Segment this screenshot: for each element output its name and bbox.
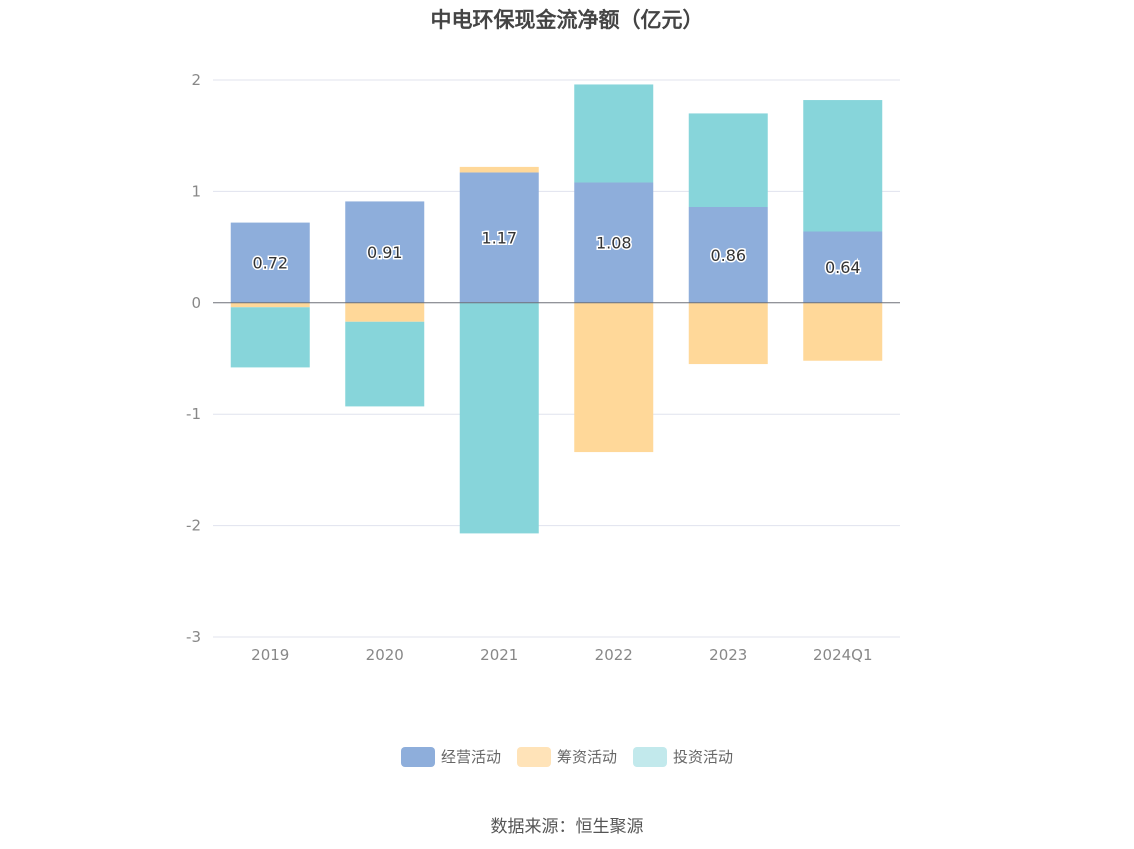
bar-operating: [803, 231, 883, 303]
bar-investing: [688, 113, 768, 207]
chart-title: 中电环保现金流净额（亿元）: [430, 8, 704, 32]
bar-operating: [230, 222, 310, 303]
x-tick-label: 2020: [366, 646, 404, 664]
bar-data-label: 1.17: [481, 229, 517, 248]
legend-item-investing[interactable]: 投资活动: [633, 746, 733, 767]
legend-item-operating[interactable]: 经营活动: [400, 746, 501, 767]
legend-label-financing: 筹资活动: [556, 748, 617, 766]
axis-layer: 2 1 0 -1 -2 -3 2019 2020 2021 2022 2023 2024Q1: [186, 71, 900, 664]
legend-swatch-operating: [400, 746, 435, 767]
y-tick-label: 2: [191, 71, 201, 89]
legend-label-investing: 投资活动: [673, 748, 734, 766]
bar-financing: [803, 302, 883, 361]
bar-investing: [574, 84, 654, 183]
legend-item-financing[interactable]: 筹资活动: [516, 746, 617, 767]
y-tick-label: 1: [191, 182, 201, 200]
bar-operating: [345, 201, 425, 303]
y-tick-label: -1: [186, 405, 201, 423]
legend-swatch-financing: [516, 746, 551, 767]
bar-data-label: 0.86: [710, 246, 746, 265]
legend-swatch-investing: [633, 746, 667, 767]
x-tick-label: 2022: [595, 646, 633, 664]
bar-investing: [345, 321, 425, 407]
label-layer: 0.72 0.91 1.17 1.08 0.86 0.64: [251, 227, 862, 279]
bar-data-label: 1.08: [596, 234, 632, 253]
bar-layer: [230, 84, 883, 534]
source-note: 数据来源：恒生聚源: [490, 817, 644, 837]
bar-financing: [230, 302, 310, 308]
bar-data-label: 0.72: [252, 254, 288, 273]
y-tick-label: -3: [186, 628, 201, 646]
bar-investing: [459, 302, 539, 534]
x-tick-label: 2019: [251, 646, 289, 664]
bar-data-label: 0.91: [367, 243, 403, 262]
x-tick-label: 2023: [709, 646, 747, 664]
grid-layer: [213, 79, 900, 638]
bar-financing: [688, 302, 768, 365]
y-tick-label: 0: [191, 294, 201, 312]
bar-operating: [574, 182, 654, 303]
x-tick-label: 2021: [480, 646, 518, 664]
bar-operating: [459, 172, 539, 303]
bar-financing: [345, 302, 425, 322]
bar-investing: [230, 307, 310, 368]
bar-financing: [574, 302, 654, 453]
bar-operating: [688, 206, 768, 303]
x-tick-label: 2024Q1: [813, 646, 873, 664]
y-tick-label: -2: [186, 517, 201, 535]
legend: 经营活动 筹资活动 投资活动: [0, 746, 1134, 767]
bar-data-label: 0.64: [825, 258, 861, 277]
bar-financing: [459, 166, 539, 173]
bar-investing: [803, 100, 883, 232]
legend-label-operating: 经营活动: [440, 748, 501, 766]
